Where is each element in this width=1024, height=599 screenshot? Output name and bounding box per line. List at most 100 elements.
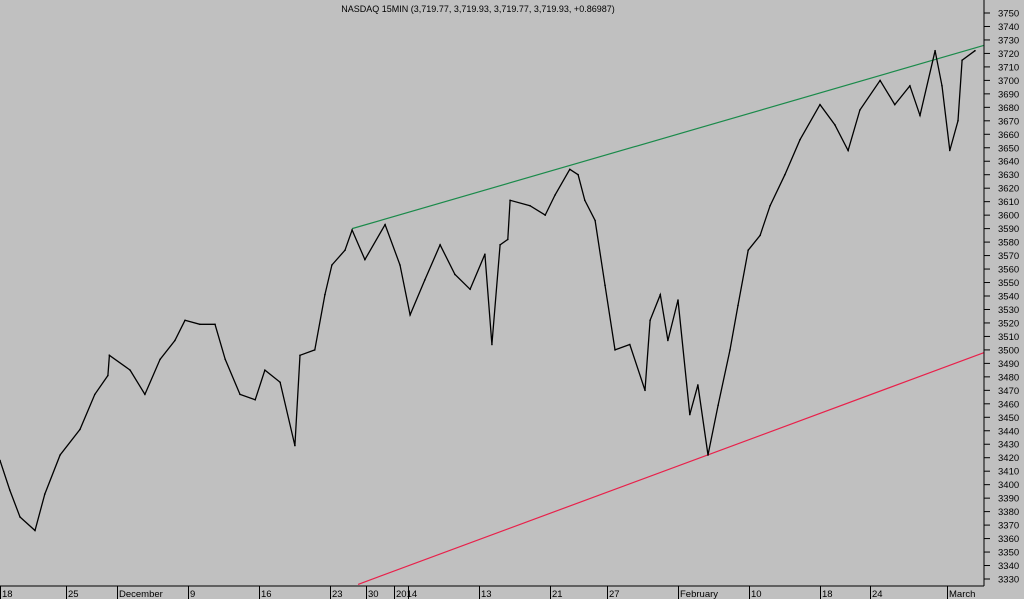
y-tick-label: 3390 — [998, 494, 1019, 505]
price-point — [941, 84, 943, 87]
trendlines — [351, 44, 985, 585]
y-tick-label: 3710 — [998, 62, 1019, 73]
price-point — [409, 314, 411, 316]
price-point — [184, 319, 186, 322]
y-tick-label: 3460 — [998, 399, 1019, 410]
price-point — [313, 349, 316, 351]
y-tick-label: 3640 — [998, 157, 1019, 168]
price-point — [399, 264, 401, 266]
price-point — [79, 428, 81, 431]
y-tick-label: 3750 — [998, 9, 1019, 20]
price-point — [893, 103, 896, 106]
y-tick-label: 3720 — [998, 49, 1019, 60]
price-point — [677, 299, 679, 301]
price-point — [34, 529, 36, 532]
y-tick-label: 3650 — [998, 143, 1019, 154]
price-point — [737, 304, 739, 307]
price-point — [667, 339, 669, 342]
price-point — [174, 339, 176, 342]
y-tick-label: 3730 — [998, 35, 1019, 46]
y-tick-label: 3680 — [998, 103, 1019, 114]
y-tick-label: 3340 — [998, 561, 1019, 572]
price-point — [507, 238, 509, 241]
price-point — [484, 253, 486, 256]
y-tick-label: 3410 — [998, 467, 1019, 478]
y-tick-label: 3630 — [998, 170, 1019, 181]
price-point — [19, 516, 21, 518]
price-point — [784, 173, 786, 176]
y-tick-label: 3400 — [998, 480, 1019, 491]
y-tick-label: 3510 — [998, 332, 1019, 343]
x-tick-label: 18 — [822, 589, 833, 599]
y-tick-label: 3690 — [998, 89, 1019, 100]
y-tick-label: 3450 — [998, 413, 1019, 424]
y-tick-label: 3520 — [998, 318, 1019, 329]
price-point — [59, 454, 61, 456]
y-tick-label: 3600 — [998, 211, 1019, 222]
price-point — [707, 454, 709, 456]
price-point — [847, 149, 849, 152]
price-point — [491, 343, 493, 346]
price-point — [568, 168, 571, 171]
price-point — [544, 214, 546, 216]
x-tick-label: 10 — [751, 589, 762, 599]
price-point — [324, 293, 326, 296]
price-point — [729, 349, 731, 351]
y-tick-label: 3670 — [998, 116, 1019, 127]
price-point — [454, 273, 456, 276]
price-line — [0, 50, 976, 532]
chart-title: NASDAQ 15MIN (3,719.77, 3,719.93, 3,719.… — [341, 4, 614, 14]
y-tick-label: 3550 — [998, 278, 1019, 289]
price-point — [107, 374, 109, 377]
price-point — [799, 138, 801, 141]
price-point — [384, 223, 386, 226]
lower-trendline — [357, 352, 985, 585]
upper-trendline — [351, 44, 985, 230]
price-point — [919, 114, 921, 117]
price-point — [584, 199, 586, 202]
price-point — [759, 234, 761, 237]
price-point — [9, 489, 11, 491]
y-tick-label: 3700 — [998, 76, 1019, 87]
y-tick-label: 3480 — [998, 372, 1019, 383]
price-point — [331, 264, 333, 266]
price-point — [614, 349, 616, 351]
price-point — [439, 243, 441, 246]
price-point — [509, 199, 511, 202]
price-point — [747, 249, 749, 251]
x-tick-label: 21 — [552, 589, 563, 599]
y-tick-label: 3570 — [998, 251, 1019, 262]
price-point — [769, 204, 771, 207]
x-tick-label: December — [119, 589, 163, 599]
x-tick-label: February — [680, 589, 718, 599]
x-tick-label: 24 — [872, 589, 883, 599]
y-tick-label: 3440 — [998, 426, 1019, 437]
y-tick-label: 3620 — [998, 184, 1019, 195]
price-point — [254, 398, 256, 401]
y-tick-label: 3330 — [998, 575, 1019, 586]
price-point — [644, 389, 646, 392]
price-point — [934, 49, 936, 52]
price-series — [0, 49, 976, 532]
price-point — [108, 354, 111, 357]
price-point — [224, 358, 226, 361]
price-point — [43, 493, 46, 495]
price-point — [577, 173, 579, 176]
y-tick-label: 3530 — [998, 305, 1019, 316]
price-point — [659, 293, 662, 296]
x-tick-label: 16 — [261, 589, 272, 599]
x-axis: 18 25 December 9 16 23 30 2014 13 21 27 February 10 1… — [0, 585, 984, 599]
price-point — [961, 59, 963, 61]
y-tick-label: 3500 — [998, 345, 1019, 356]
y-tick-label: 3590 — [998, 224, 1019, 235]
price-point — [859, 109, 861, 111]
price-point — [0, 459, 1, 462]
price-point — [129, 369, 131, 371]
y-tick-label: 3360 — [998, 534, 1019, 545]
x-tick-label: March — [949, 589, 975, 599]
price-point — [879, 79, 881, 82]
y-tick-label: 3660 — [998, 130, 1019, 141]
price-point — [974, 49, 976, 52]
